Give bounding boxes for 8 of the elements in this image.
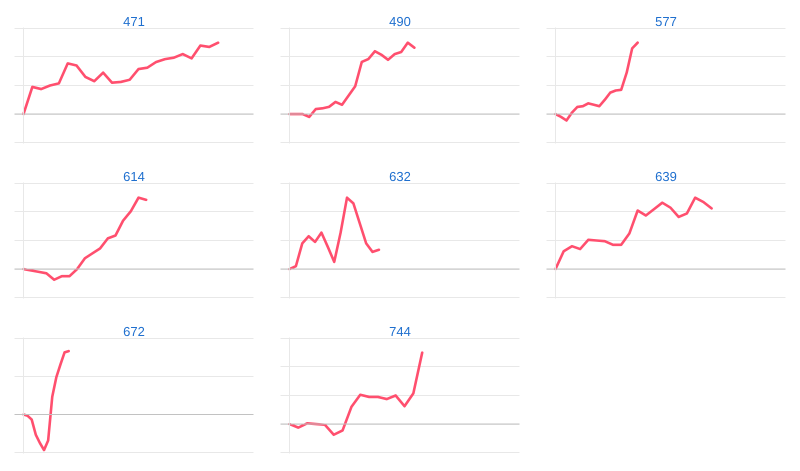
chart-title: 744 <box>389 324 411 339</box>
chart-title: 632 <box>389 169 411 184</box>
chart-title: 614 <box>123 169 145 184</box>
chart-title: 471 <box>123 14 145 29</box>
chart-title: 577 <box>655 14 677 29</box>
chart-title: 639 <box>655 169 677 184</box>
chart-title: 490 <box>389 14 411 29</box>
chart-title: 672 <box>123 324 145 339</box>
